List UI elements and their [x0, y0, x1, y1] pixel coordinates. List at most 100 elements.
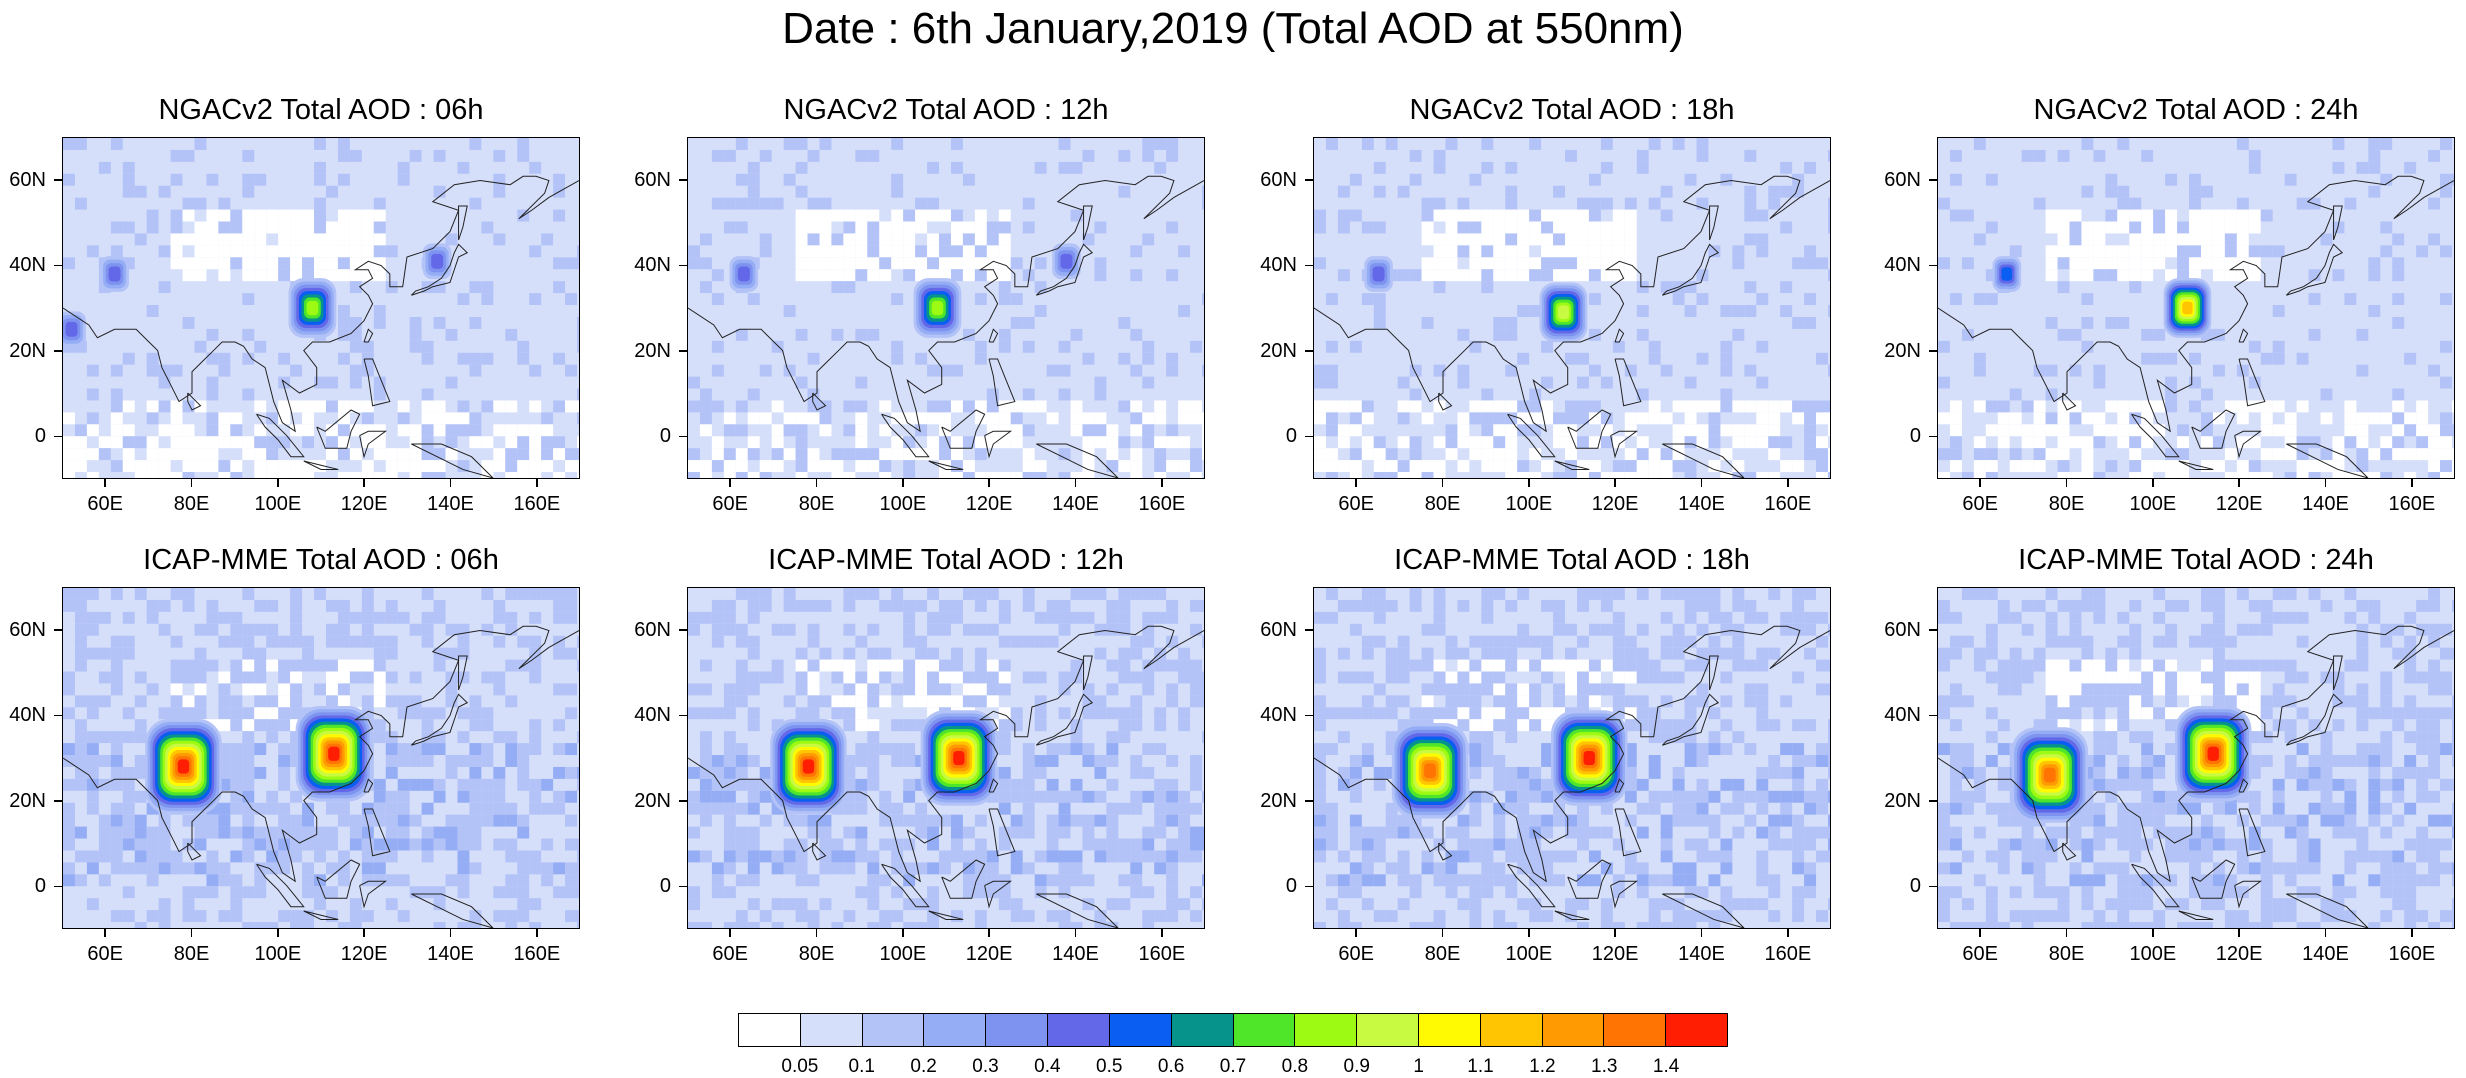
- x-tick-mark: [1979, 929, 1981, 937]
- x-tick-label: 80E: [1424, 943, 1461, 965]
- x-tick-label: 100E: [254, 493, 302, 515]
- panel-title: NGACv2 Total AOD : 18h: [1409, 94, 1735, 126]
- colorbar-label: 1.3: [1591, 1056, 1618, 1077]
- y-tick-label: 0: [1285, 875, 1297, 898]
- x-tick-label: 80E: [2048, 493, 2085, 515]
- x-tick-label: 140E: [427, 493, 474, 515]
- aod-map: [1938, 138, 2454, 478]
- x-tick-label: 160E: [2388, 943, 2436, 965]
- y-tick-label: 20N: [1884, 339, 1921, 362]
- x-tick-mark: [2152, 929, 2154, 937]
- y-tick-label: 0: [659, 875, 671, 898]
- x-tick-label: 120E: [340, 943, 388, 965]
- aod-map: [1314, 588, 1830, 928]
- x-tick-mark: [190, 929, 193, 937]
- colorbar-swatch: [800, 1014, 863, 1046]
- aod-field: [688, 588, 1204, 928]
- colorbar-label: 1.4: [1652, 1056, 1680, 1077]
- y-tick-mark: [679, 629, 687, 631]
- colorbar-swatch: [1666, 1014, 1727, 1046]
- x-tick-mark: [1355, 929, 1357, 937]
- x-tick-mark: [2238, 479, 2240, 487]
- aod-field: [63, 138, 579, 478]
- y-tick-label: 40N: [634, 254, 671, 277]
- hotspot-indo-gangetic-plain: [145, 718, 222, 815]
- aod-field: [1314, 588, 1830, 928]
- x-tick-label: 140E: [2302, 943, 2349, 965]
- x-tick-label: 60E: [87, 493, 123, 515]
- y-tick-label: 60N: [634, 168, 671, 191]
- x-tick-label: 160E: [1138, 493, 1186, 515]
- aod-map: [688, 138, 1204, 478]
- x-tick-label: 160E: [513, 943, 561, 965]
- x-tick-mark: [2238, 929, 2240, 937]
- colorbar-label: 0.5: [1096, 1056, 1123, 1077]
- x-tick-mark: [1614, 479, 1616, 487]
- x-tick-mark: [2324, 929, 2327, 937]
- hotspot-central-asia: [729, 256, 759, 292]
- map-panel: [687, 137, 1205, 479]
- colorbar-label: 1.1: [1467, 1056, 1494, 1077]
- hotspot-japan: [1052, 243, 1081, 280]
- y-tick-label: 20N: [1884, 789, 1921, 812]
- hotspot-indo-gangetic-plain: [2011, 727, 2089, 823]
- x-tick-mark: [2152, 479, 2154, 487]
- hotspot-east-china: [913, 278, 962, 338]
- y-tick-label: 20N: [9, 339, 46, 362]
- x-tick-mark: [1074, 929, 1077, 937]
- y-tick-mark: [54, 350, 62, 352]
- colorbar-label: 1: [1413, 1056, 1424, 1077]
- hotspot-east-china: [920, 710, 998, 806]
- x-tick-label: 100E: [2129, 493, 2177, 515]
- x-tick-mark: [1441, 479, 1444, 487]
- aod-map: [688, 588, 1204, 928]
- y-tick-label: 0: [1285, 425, 1297, 448]
- y-tick-label: 20N: [1260, 339, 1297, 362]
- panel-title: ICAP-MME Total AOD : 18h: [1394, 544, 1750, 576]
- panel-title: NGACv2 Total AOD : 24h: [2033, 94, 2359, 126]
- y-tick-label: 40N: [1884, 254, 1921, 277]
- x-tick-mark: [2065, 929, 2068, 937]
- x-tick-label: 60E: [1338, 493, 1374, 515]
- map-panel: [62, 137, 580, 479]
- x-tick-mark: [2411, 479, 2413, 487]
- hotspot-east-china: [2163, 278, 2212, 338]
- y-tick-mark: [1929, 885, 1937, 887]
- x-tick-mark: [449, 929, 452, 937]
- y-tick-label: 40N: [1260, 704, 1297, 727]
- colorbar-swatch: [1604, 1014, 1667, 1046]
- x-tick-mark: [815, 479, 818, 487]
- x-tick-mark: [815, 929, 818, 937]
- x-tick-mark: [1979, 479, 1981, 487]
- x-tick-label: 60E: [1338, 943, 1374, 965]
- hotspot-central-asia: [1992, 256, 2022, 292]
- colorbar-label: 0.9: [1343, 1056, 1370, 1077]
- coastlines: [1938, 625, 2454, 928]
- y-tick-label: 60N: [1884, 618, 1921, 641]
- x-tick-mark: [104, 929, 106, 937]
- x-tick-mark: [988, 479, 990, 487]
- y-tick-mark: [54, 800, 62, 802]
- y-tick-label: 20N: [1260, 789, 1297, 812]
- x-tick-mark: [1700, 479, 1703, 487]
- x-tick-label: 120E: [965, 493, 1013, 515]
- colorbar-label: 0.6: [1157, 1056, 1185, 1077]
- y-tick-label: 20N: [634, 339, 671, 362]
- hotspot-east-china: [2174, 706, 2252, 802]
- x-tick-label: 60E: [1962, 943, 1998, 965]
- x-tick-mark: [1528, 929, 1530, 937]
- y-tick-label: 0: [1909, 875, 1921, 898]
- x-tick-label: 160E: [513, 493, 561, 515]
- aod-field: [1938, 138, 2454, 478]
- hotspot-korea-japan: [422, 243, 452, 280]
- panel-title: ICAP-MME Total AOD : 24h: [2018, 544, 2374, 576]
- hotspot-central-asia: [100, 256, 129, 292]
- y-tick-label: 40N: [9, 704, 46, 727]
- colorbar-label: 0.1: [848, 1056, 875, 1077]
- y-tick-label: 60N: [9, 618, 46, 641]
- colorbar: [738, 1013, 1728, 1047]
- y-tick-label: 0: [34, 875, 46, 898]
- x-tick-mark: [1074, 479, 1077, 487]
- aod-map: [1314, 138, 1830, 478]
- y-tick-label: 20N: [634, 789, 671, 812]
